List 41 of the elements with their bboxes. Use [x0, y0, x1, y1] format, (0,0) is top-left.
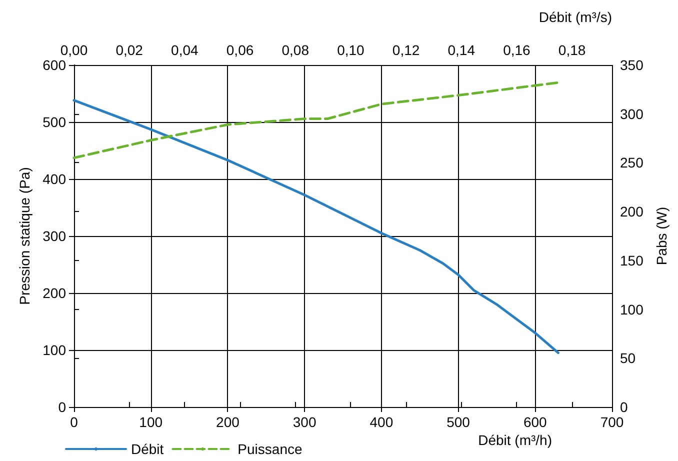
y-axis-title: Pression statique (Pa)	[16, 167, 33, 305]
legend-label: Débit	[131, 441, 164, 457]
y2-tick-label: 250	[620, 154, 644, 171]
legend-label: Puissance	[238, 441, 302, 457]
x-tick-label: 300	[292, 414, 316, 430]
y2-tick-label: 50	[620, 350, 636, 366]
y2-tick-label: 300	[620, 106, 644, 122]
y2-tick-label: 0	[620, 399, 628, 415]
x2-tick-label: 0,18	[558, 42, 586, 58]
line-series	[72, 99, 560, 354]
x2-tick-label: 0,10	[337, 42, 365, 58]
x-tick-label: 200	[216, 414, 240, 430]
x-tick-label: 0	[70, 414, 78, 430]
y-tick-label: 400	[42, 171, 66, 187]
x2-tick-label: 0,02	[116, 42, 144, 58]
y-tick-label: 500	[42, 114, 66, 130]
y-tick-label: 600	[42, 57, 66, 73]
y-tick-label: 300	[42, 228, 66, 244]
x2-tick-label: 0,16	[503, 42, 531, 58]
x2-tick-label: 0,00	[60, 42, 88, 58]
x2-axis-title: Débit (m³/s)	[538, 9, 612, 25]
x-tick-label: 100	[139, 414, 163, 430]
x-tick-label: 400	[370, 414, 394, 430]
x2-tick-label: 0,06	[226, 42, 254, 58]
y-tick-label: 200	[42, 285, 66, 301]
x2-tick-label: 0,08	[282, 42, 310, 58]
x2-tick-label: 0,04	[171, 42, 199, 58]
y2-tick-label: 100	[620, 301, 644, 318]
y2-tick-label: 350	[620, 57, 644, 73]
y2-tick-label: 200	[620, 204, 644, 220]
y-tick-label: 0	[58, 399, 66, 415]
y2-axis-title: Pabs (W)	[653, 206, 670, 266]
x2-tick-label: 0,12	[392, 42, 420, 58]
line-series	[72, 81, 560, 160]
x2-tick-label: 0,14	[448, 42, 476, 58]
y2-tick-label: 150	[620, 252, 644, 268]
x-axis-title: Débit (m³/h)	[478, 432, 552, 448]
y-tick-label: 100	[42, 342, 66, 358]
x-tick-label: 700	[600, 414, 624, 430]
x-tick-label: 600	[523, 414, 548, 430]
x-tick-label: 500	[446, 414, 470, 430]
